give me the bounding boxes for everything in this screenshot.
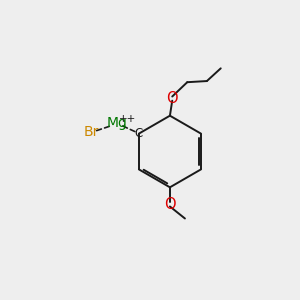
Text: Mg: Mg	[106, 116, 128, 130]
Text: Br: Br	[84, 125, 99, 140]
Text: O: O	[167, 91, 178, 106]
Text: C: C	[135, 127, 143, 140]
Text: O: O	[164, 197, 176, 212]
Text: ++: ++	[119, 114, 136, 124]
